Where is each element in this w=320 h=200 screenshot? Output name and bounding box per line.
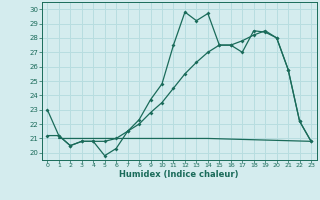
X-axis label: Humidex (Indice chaleur): Humidex (Indice chaleur) bbox=[119, 170, 239, 179]
